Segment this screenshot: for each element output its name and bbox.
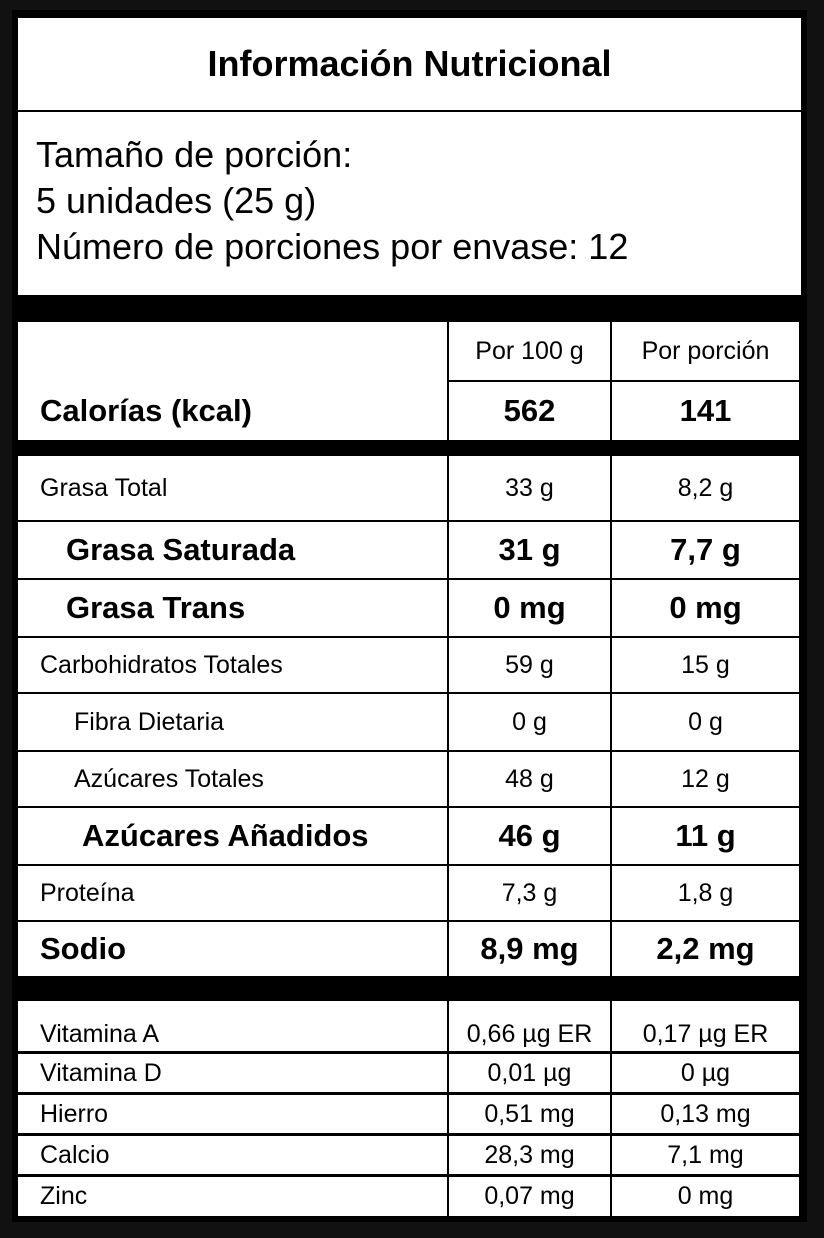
nutrient-label: Proteína [18,866,447,920]
nutrient-row: Grasa Trans 0 mg 0 mg [18,580,801,636]
serving-size-value: 5 unidades (25 g) [36,180,317,221]
value-per-serving: 0,13 mg [612,1095,799,1133]
nutrient-label: Hierro [18,1095,447,1133]
nutrient-row: Calcio 28,3 mg 7,1 mg [18,1136,801,1174]
value-per-serving: 0 mg [612,580,799,636]
nutrient-row: Vitamina D 0,01 µg 0 µg [18,1054,801,1092]
nutrient-row: Grasa Saturada 31 g 7,7 g [18,522,801,578]
nutrient-row: Hierro 0,51 mg 0,13 mg [18,1095,801,1133]
calories-per-serving: 141 [612,382,799,440]
value-per-100g: 48 g [449,752,610,806]
value-per-100g: 46 g [449,808,610,864]
servings-per-container: Número de porciones por envase: 12 [36,226,629,267]
value-per-serving: 0,17 µg ER [612,1001,799,1051]
nutrient-label: Calcio [18,1136,447,1174]
nutrient-row: Vitamina A 0,66 µg ER 0,17 µg ER [18,1001,801,1051]
nutrient-label: Azúcares Totales [18,752,447,806]
value-per-serving: 1,8 g [612,866,799,920]
value-per-100g: 7,3 g [449,866,610,920]
calories-per-100g: 562 [449,382,610,440]
nutrient-label: Azúcares Añadidos [18,808,447,864]
nutrient-label: Vitamina A [18,1001,447,1051]
nutrient-row: Carbohidratos Totales 59 g 15 g [18,638,801,692]
nutrient-label: Grasa Total [18,456,447,520]
value-per-100g: 0,51 mg [449,1095,610,1133]
header-per-100g: Por 100 g [449,322,610,380]
nutrient-label: Vitamina D [18,1054,447,1092]
value-per-100g: 31 g [449,522,610,578]
label-title: Información Nutricional [18,18,801,110]
value-per-100g: 0,66 µg ER [449,1001,610,1051]
serving-size-label: Tamaño de porción: [36,134,353,175]
value-per-100g: 59 g [449,638,610,692]
value-per-100g: 0,07 mg [449,1177,610,1216]
nutrient-row: Zinc 0,07 mg 0 mg [18,1177,801,1216]
value-per-serving: 15 g [612,638,799,692]
nutrient-row: Grasa Total 33 g 8,2 g [18,456,801,520]
value-per-serving: 2,2 mg [612,922,799,976]
nutrient-row: Proteína 7,3 g 1,8 g [18,866,801,920]
value-per-serving: 0 g [612,694,799,750]
value-per-serving: 12 g [612,752,799,806]
calories-label: Calorías (kcal) [40,393,252,428]
nutrient-row: Azúcares Totales 48 g 12 g [18,752,801,806]
value-per-100g: 0 g [449,694,610,750]
nutrient-label: Grasa Saturada [18,522,447,578]
value-per-100g: 33 g [449,456,610,520]
value-per-100g: 0,01 µg [449,1054,610,1092]
nutrient-label: Carbohidratos Totales [18,638,447,692]
calories-row: Calorías (kcal) 562 141 [18,382,801,440]
value-per-serving: 0 mg [612,1177,799,1216]
value-per-100g: 8,9 mg [449,922,610,976]
nutrient-row: Sodio 8,9 mg 2,2 mg [18,922,801,976]
column-header-row: Por 100 g Por porción [18,322,801,440]
value-per-serving: 0 µg [612,1054,799,1092]
value-per-serving: 7,1 mg [612,1136,799,1174]
nutrient-label: Zinc [18,1177,447,1216]
serving-info: Tamaño de porción: 5 unidades (25 g) Núm… [18,112,801,295]
value-per-100g: 28,3 mg [449,1136,610,1174]
nutrient-label: Grasa Trans [18,580,447,636]
value-per-serving: 11 g [612,808,799,864]
nutrient-row: Azúcares Añadidos 46 g 11 g [18,808,801,864]
header-per-serving: Por porción [612,322,799,380]
value-per-serving: 8,2 g [612,456,799,520]
nutrient-label: Sodio [18,922,447,976]
value-per-serving: 7,7 g [612,522,799,578]
nutrient-label: Fibra Dietaria [18,694,447,750]
value-per-100g: 0 mg [449,580,610,636]
